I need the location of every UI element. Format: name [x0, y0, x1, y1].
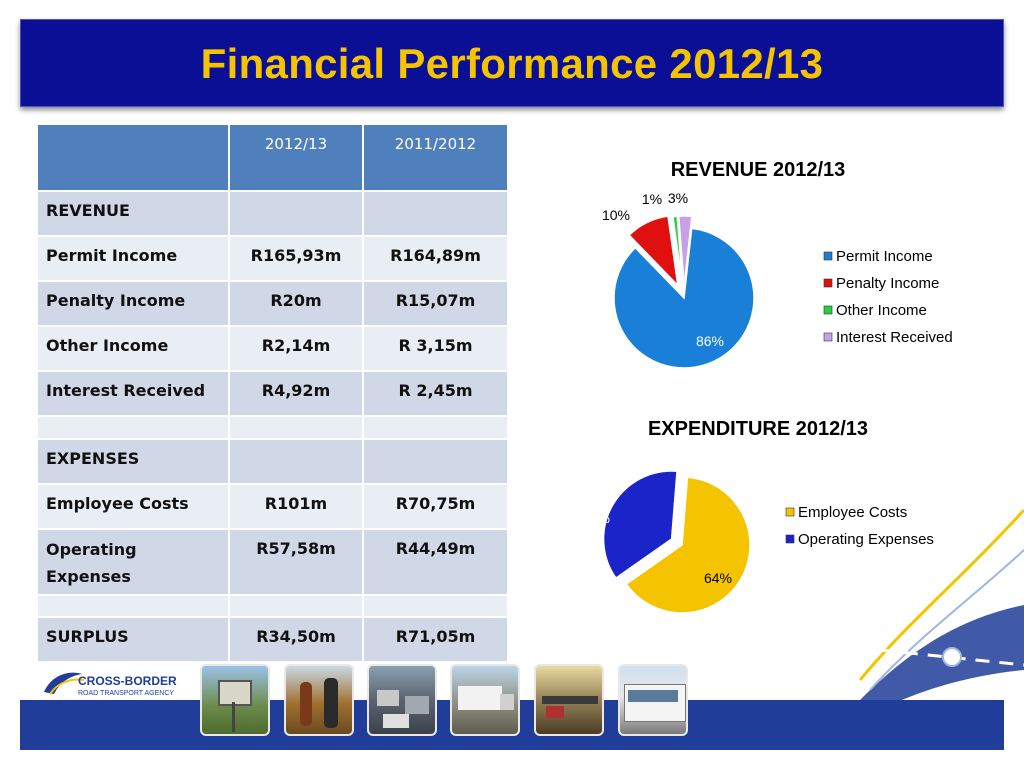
row-value-2011-2012: R70,75m: [362, 483, 509, 530]
table-row: Penalty Income R20m R15,07m: [36, 280, 509, 327]
row-value-2011-2012: R71,05m: [362, 616, 509, 663]
legend-entry-other-income: Other Income: [836, 302, 927, 319]
row-value-2012-13: R165,93m: [228, 235, 364, 282]
photo-trucks: [450, 664, 520, 736]
table-row: Employee Costs R101m R70,75m: [36, 483, 509, 530]
row-value-2011-2012: R 3,15m: [362, 325, 509, 372]
row-label: [36, 594, 230, 618]
table-row: Permit Income R165,93m R164,89m: [36, 235, 509, 282]
logo-line1: CROSS-BORDER: [78, 674, 177, 688]
photo-pedestrians: [284, 664, 354, 736]
row-label: EXPENSES: [36, 438, 230, 485]
table-header-label: [36, 123, 230, 192]
row-label: Penalty Income: [36, 280, 230, 327]
row-label: Operating Expenses: [36, 528, 230, 596]
row-value-2012-13: [228, 190, 364, 237]
row-value-2011-2012: [362, 190, 509, 237]
table-row-spacer: [36, 594, 509, 618]
pie-label-penalty-income: 10%: [602, 207, 630, 223]
table-row: Other Income R2,14m R 3,15m: [36, 325, 509, 372]
row-value-2012-13: [228, 415, 364, 440]
pie-label-interest-received: 3%: [668, 190, 688, 206]
logo-line2: ROAD TRANSPORT AGENCY: [78, 690, 174, 697]
row-value-2012-13: R57,58m: [228, 528, 364, 596]
row-label: Other Income: [36, 325, 230, 372]
row-label: Interest Received: [36, 370, 230, 417]
chart-title: EXPENDITURE 2012/13: [648, 418, 868, 440]
row-value-2011-2012: [362, 594, 509, 618]
pie-slice-other-income: [671, 215, 684, 287]
row-value-2012-13: R4,92m: [228, 370, 364, 417]
row-value-2011-2012: [362, 438, 509, 485]
pie-slice-interest-received: [677, 215, 693, 287]
revenue-pie-chart: REVENUE 2012/13 86% 10% 1% 3% Permit Income…: [602, 159, 953, 369]
pie-slice-operating-expenses: [602, 470, 678, 580]
row-label: [36, 415, 230, 440]
row-value-2012-13: [228, 438, 364, 485]
table-header-2012-13: 2012/13: [228, 123, 364, 192]
legend-entry-interest-received: Interest Received: [836, 329, 953, 346]
legend-swatch-employee-costs: [785, 507, 795, 517]
table-row: EXPENSES: [36, 438, 509, 485]
chart-title: REVENUE 2012/13: [671, 159, 846, 181]
road-swoosh-graphic: [858, 508, 1024, 710]
legend-swatch-permit-income: [823, 251, 833, 261]
row-value-2012-13: [228, 594, 364, 618]
pie-label-permit-income: 86%: [696, 333, 724, 349]
title-bar: Financial Performance 2012/13: [20, 19, 1004, 107]
pie-label-operating-expenses: 36%: [582, 510, 610, 526]
row-value-2012-13: R34,50m: [228, 616, 364, 663]
table-row: REVENUE: [36, 190, 509, 237]
row-value-2012-13: R20m: [228, 280, 364, 327]
legend-swatch-penalty-income: [823, 278, 833, 288]
legend-entry-operating-expenses: Operating Expenses: [798, 531, 934, 548]
row-value-2012-13: R2,14m: [228, 325, 364, 372]
row-value-2011-2012: R15,07m: [362, 280, 509, 327]
row-label: Permit Income: [36, 235, 230, 282]
row-value-2011-2012: R 2,45m: [362, 370, 509, 417]
row-value-2011-2012: R164,89m: [362, 235, 509, 282]
page-title: Financial Performance 2012/13: [200, 40, 824, 87]
pie-label-employee-costs: 64%: [704, 570, 732, 586]
table-row: Interest Received R4,92m R 2,45m: [36, 370, 509, 417]
legend-swatch-interest-received: [823, 332, 833, 342]
financial-table: 2012/13 2011/2012 REVENUE Permit Income …: [36, 123, 509, 663]
table-header-2011-2012: 2011/2012: [362, 123, 509, 192]
legend-swatch-operating-expenses: [785, 534, 795, 544]
cbrta-logo: CROSS-BORDER ROAD TRANSPORT AGENCY: [20, 662, 200, 700]
photo-traffic-queue: [367, 664, 437, 736]
legend-entry-permit-income: Permit Income: [836, 248, 933, 265]
table-row: SURPLUS R34,50m R71,05m: [36, 616, 509, 663]
pie-slice-employee-costs: [625, 476, 751, 614]
expenditure-pie-chart: EXPENDITURE 2012/13 64% 36% Employee Cost…: [582, 418, 934, 614]
legend-entry-penalty-income: Penalty Income: [836, 275, 939, 292]
pie-label-other-income: 1%: [642, 191, 662, 207]
table-row: Operating Expenses R57,58m R44,49m: [36, 528, 509, 596]
photo-border-post: [534, 664, 604, 736]
legend-swatch-other-income: [823, 305, 833, 315]
pie-slice-penalty-income: [628, 215, 679, 288]
row-value-2011-2012: R44,49m: [362, 528, 509, 596]
row-label: REVENUE: [36, 190, 230, 237]
photo-border-sign: [200, 664, 270, 736]
row-value-2012-13: R101m: [228, 483, 364, 530]
row-label: SURPLUS: [36, 616, 230, 663]
pie-slice-permit-income: [613, 227, 755, 369]
row-label: Employee Costs: [36, 483, 230, 530]
row-value-2011-2012: [362, 415, 509, 440]
photo-bus: [618, 664, 688, 736]
legend-entry-employee-costs: Employee Costs: [798, 504, 907, 521]
table-header-row: 2012/13 2011/2012: [36, 123, 509, 192]
table-row-spacer: [36, 415, 509, 440]
logo-mark-icon: CROSS-BORDER ROAD TRANSPORT AGENCY: [44, 672, 177, 697]
